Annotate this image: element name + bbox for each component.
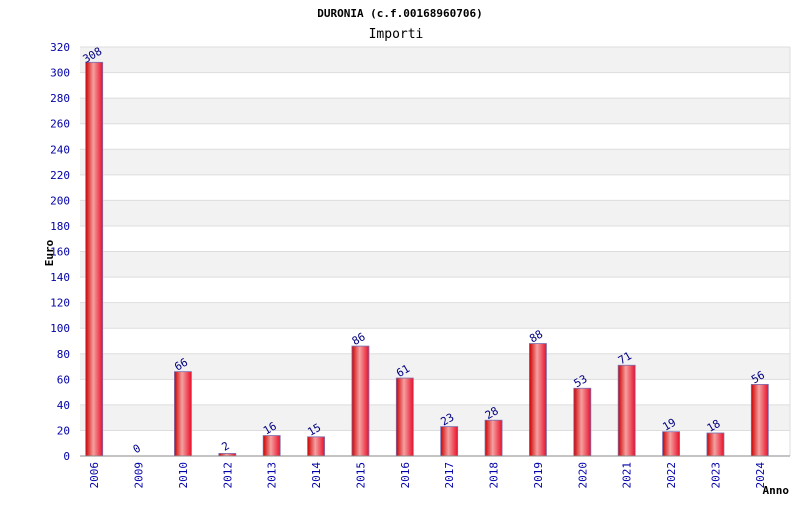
- grid-band: [80, 200, 790, 226]
- grid-band: [80, 353, 790, 380]
- grid-band: [80, 328, 790, 354]
- data-label: 61: [394, 362, 412, 380]
- y-tick-label: 80: [57, 348, 70, 361]
- bar: [85, 61, 104, 457]
- data-label: 19: [660, 416, 678, 434]
- bar: [750, 384, 769, 457]
- y-tick-label: 220: [50, 169, 70, 182]
- x-tick-label: 2023: [709, 462, 722, 489]
- y-tick-label: 40: [57, 399, 70, 412]
- grid-band: [80, 149, 790, 175]
- y-tick-label: 60: [57, 373, 70, 386]
- bar: [351, 345, 370, 457]
- grid-band: [80, 225, 790, 252]
- grid-band: [80, 174, 790, 201]
- grid-band: [80, 123, 790, 150]
- grid-band: [80, 251, 790, 278]
- grid-band: [80, 277, 790, 303]
- y-tick-label: 160: [50, 246, 70, 259]
- x-tick-label: 2016: [399, 462, 412, 489]
- bar: [262, 435, 281, 457]
- grid-band: [80, 379, 790, 405]
- bar: [174, 371, 192, 457]
- x-tick-label: 2020: [576, 462, 589, 489]
- grid-band: [80, 404, 790, 431]
- data-label: 23: [438, 411, 456, 429]
- grid-band: [80, 72, 790, 99]
- x-tick-label: 2022: [665, 462, 678, 489]
- chart-title: DURONIA (c.f.00168960706): [317, 7, 483, 20]
- bar: [662, 431, 680, 457]
- x-tick-label: 2017: [443, 462, 456, 489]
- y-tick-label: 200: [50, 194, 70, 207]
- y-tick-label: 240: [50, 143, 70, 156]
- chart-subtitle: Importi: [369, 27, 424, 42]
- x-tick-label: 2018: [488, 462, 501, 489]
- x-tick-label: 2021: [621, 462, 634, 489]
- x-tick-label: 2006: [88, 462, 101, 489]
- y-tick-label: 20: [57, 424, 70, 437]
- data-label: 88: [527, 328, 545, 346]
- y-tick-label: 140: [50, 271, 70, 284]
- bar: [440, 426, 459, 457]
- bar: [529, 343, 547, 457]
- data-label: 71: [616, 349, 634, 367]
- data-label: 53: [572, 372, 590, 390]
- bars: [85, 61, 769, 457]
- grid-band: [80, 302, 790, 329]
- grid-band: [80, 47, 790, 73]
- x-axis-ticks: 2006 2009 2010 2012 2013 2014 2015 2016 2017 2018…: [88, 462, 767, 489]
- x-tick-label: 2013: [266, 462, 279, 489]
- y-tick-label: 120: [50, 297, 70, 310]
- grid-band: [80, 98, 790, 124]
- data-label: 28: [483, 404, 501, 422]
- y-tick-label: 100: [50, 322, 70, 335]
- y-tick-label: 0: [63, 450, 70, 463]
- bar: [573, 387, 592, 457]
- data-label: 66: [172, 356, 190, 374]
- x-tick-label: 2015: [354, 462, 367, 489]
- bar: [617, 364, 636, 457]
- data-label: 56: [749, 368, 767, 386]
- y-tick-label: 260: [50, 118, 70, 131]
- x-axis-label: Anno: [763, 484, 790, 497]
- y-tick-label: 300: [50, 67, 70, 80]
- grid-lines: [80, 46, 791, 457]
- y-tick-label: 320: [50, 41, 70, 54]
- data-label: 86: [350, 330, 368, 348]
- y-tick-label: 180: [50, 220, 70, 233]
- data-label: 15: [305, 421, 323, 439]
- x-tick-label: 2019: [532, 462, 545, 489]
- bar: [706, 432, 725, 457]
- grid-bands: [80, 47, 790, 456]
- bar: [307, 436, 325, 457]
- x-tick-label: 2024: [754, 462, 767, 489]
- x-tick-label: 2014: [310, 462, 323, 489]
- bar: [484, 419, 503, 457]
- bar: [395, 377, 414, 457]
- x-tick-label: 2010: [177, 462, 190, 489]
- y-tick-label: 280: [50, 92, 70, 105]
- y-axis-ticks: 0 20 40 60 80 100 120 140 160 180 200 220 240 260 280 3…: [50, 41, 70, 463]
- x-tick-label: 2012: [221, 462, 234, 489]
- x-tick-label: 2009: [133, 462, 146, 489]
- y-axis-label: Euro: [43, 239, 56, 266]
- data-label: 16: [261, 420, 279, 438]
- data-label: 18: [705, 417, 723, 435]
